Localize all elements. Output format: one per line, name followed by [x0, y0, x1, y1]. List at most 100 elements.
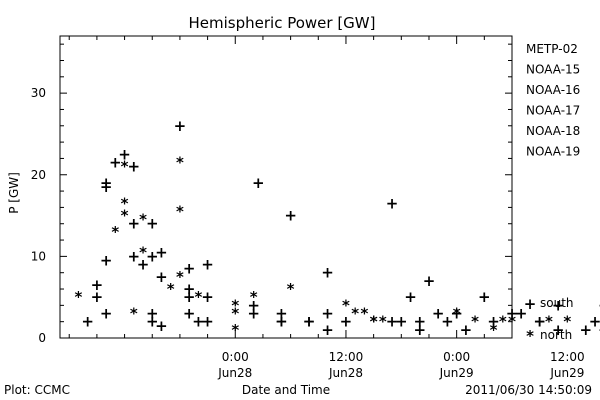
marker-legend-symbol: *	[526, 327, 534, 345]
data-point: +	[201, 288, 214, 306]
data-point: *	[121, 194, 129, 212]
data-point: +	[275, 313, 288, 331]
timestamp: 2011/06/30 14:50:09	[465, 383, 592, 397]
data-point: *	[194, 288, 202, 306]
data-point: +	[450, 305, 463, 323]
data-point: +	[598, 296, 600, 314]
data-point: +	[552, 296, 565, 314]
data-point: +	[183, 305, 196, 323]
data-point: +	[100, 251, 113, 269]
legend-entry: METP-02	[526, 42, 578, 56]
data-point: +	[137, 256, 150, 274]
y-tick-label: 10	[31, 249, 46, 263]
data-point: +	[432, 305, 445, 323]
data-point: +	[128, 215, 141, 233]
data-point: +	[404, 288, 417, 306]
data-point: +	[386, 313, 399, 331]
y-tick-label: 30	[31, 86, 46, 100]
data-point: +	[183, 288, 196, 306]
data-point: +	[589, 313, 600, 331]
data-point: +	[100, 174, 113, 192]
data-point: +	[174, 117, 187, 135]
data-point: +	[155, 268, 168, 286]
x-tick-label: Jun28	[328, 366, 363, 380]
marker-legend-label: south	[540, 296, 574, 310]
data-point: +	[533, 313, 546, 331]
data-point: *	[342, 296, 350, 314]
data-point: +	[303, 313, 316, 331]
data-points: * ++*+ + *++ *++ *++*++*+ +* ++*++ * ++*++*+ + * + + *…	[75, 117, 600, 339]
y-tick-label: 0	[38, 331, 46, 345]
data-point: +	[247, 305, 260, 323]
data-point: *	[139, 243, 147, 261]
marker-legend-label: north	[540, 328, 572, 342]
data-point: +	[146, 215, 159, 233]
legend-entry: NOAA-19	[526, 145, 580, 159]
data-point: +	[183, 280, 196, 298]
data-point: +	[201, 256, 214, 274]
data-point: +	[128, 247, 141, 265]
data-point: +	[100, 305, 113, 323]
data-point: +	[118, 145, 131, 163]
data-point: *	[370, 313, 378, 331]
data-point: *	[287, 280, 295, 298]
data-point: *	[563, 313, 571, 331]
data-point: *	[360, 305, 368, 323]
data-point: +	[155, 317, 168, 335]
data-point: *	[130, 305, 138, 323]
x-tick-label: Jun29	[549, 366, 584, 380]
x-tick-label: Jun29	[439, 366, 474, 380]
marker-legend-symbol: +	[524, 295, 537, 313]
data-point: +	[487, 313, 500, 331]
data-point: +	[146, 247, 159, 265]
axes: 0 10 20 30 0:00 Jun28 12:00 Jun28 0:00 Jun29 12:00…	[31, 36, 585, 380]
data-point: *	[121, 207, 129, 225]
data-point: +	[91, 288, 104, 306]
legend: METP-02 NOAA-15 NOAA-16 NOAA-17 NOAA-18 NOAA-…	[524, 42, 581, 345]
data-point: +	[155, 243, 168, 261]
data-point: +	[413, 313, 426, 331]
data-point: +	[275, 313, 288, 331]
data-point: +	[275, 305, 288, 323]
data-point: +	[284, 207, 297, 225]
data-point: *	[121, 158, 129, 176]
data-point: +	[128, 158, 141, 176]
data-point: +	[81, 313, 94, 331]
data-point: *	[231, 321, 239, 339]
data-point: *	[490, 321, 498, 339]
data-point: +	[413, 321, 426, 339]
data-point: +	[321, 305, 334, 323]
data-point: +	[340, 313, 353, 331]
data-point: +	[91, 276, 104, 294]
legend-entry: NOAA-16	[526, 83, 580, 97]
data-point: +	[423, 272, 436, 290]
y-axis-label: P [GW]	[7, 172, 21, 214]
data-point: *	[139, 211, 147, 229]
data-point: +	[386, 194, 399, 212]
plot-credit: Plot: CCMC	[4, 383, 70, 397]
data-point: *	[231, 296, 239, 314]
data-point: *	[250, 288, 258, 306]
data-point: *	[499, 313, 507, 331]
data-point: *	[111, 223, 119, 241]
data-point: +	[100, 178, 113, 196]
data-point: *	[508, 313, 516, 331]
data-point: +	[478, 288, 491, 306]
data-point: +	[506, 305, 519, 323]
x-tick-label: Jun28	[217, 366, 252, 380]
data-point: +	[109, 154, 122, 172]
data-point: +	[460, 321, 473, 339]
data-point: *	[75, 288, 83, 306]
data-point: +	[303, 313, 316, 331]
x-tick-label: 12:00	[329, 350, 364, 364]
data-point: +	[252, 174, 265, 192]
chart-title: Hemispheric Power [GW]	[189, 14, 376, 32]
data-point: +	[183, 260, 196, 278]
legend-entry: NOAA-18	[526, 124, 580, 138]
x-tick-label: 12:00	[550, 350, 585, 364]
data-point: *	[176, 202, 184, 220]
data-point: +	[515, 305, 528, 323]
data-point: +	[580, 321, 593, 339]
data-point: +	[247, 296, 260, 314]
